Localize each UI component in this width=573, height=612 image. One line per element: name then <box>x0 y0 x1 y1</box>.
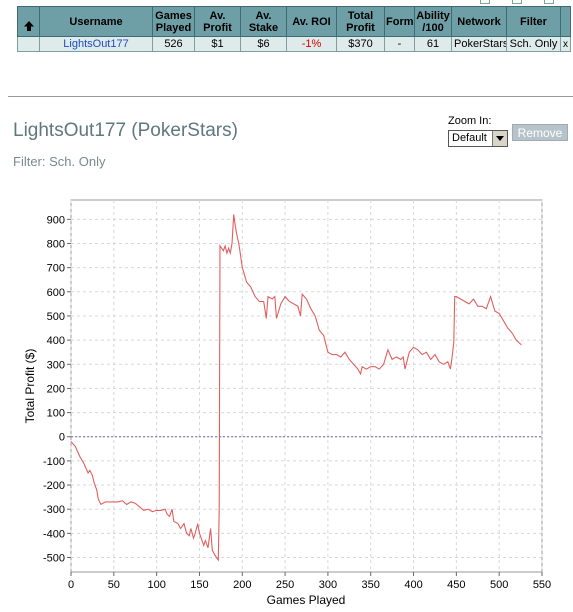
x-tick-label: 350 <box>362 579 380 591</box>
x-axis-label: Games Played <box>267 593 346 607</box>
plot-area <box>70 199 543 573</box>
cell-network: PokerStars <box>451 36 507 52</box>
table-row: LightsOut177 526 $1 $6 -1% $370 - 61 Pok… <box>17 36 571 52</box>
header-av-profit[interactable]: Av. Profit <box>194 6 241 37</box>
x-axis-ticks: 0 50 100 150 200 250 300 350 400 450 500 550 <box>68 572 551 591</box>
player-stats-table: Username Games Played Av. Profit Av. Sta… <box>17 6 571 52</box>
up-arrow-icon[interactable] <box>22 19 36 33</box>
x-tick-label: 550 <box>533 579 551 591</box>
print-icon[interactable] <box>512 0 522 4</box>
x-tick-label: 500 <box>490 579 508 591</box>
username-link[interactable]: LightsOut177 <box>39 36 153 52</box>
y-tick-label: 700 <box>47 263 65 275</box>
x-tick-label: 100 <box>147 579 165 591</box>
remove-button[interactable]: Remove <box>512 124 568 141</box>
total-profit-line <box>70 214 522 562</box>
header-games-played[interactable]: Games Played <box>152 6 195 37</box>
zoom-label: Zoom In: <box>448 115 492 127</box>
y-tick-label: 900 <box>47 214 65 226</box>
header-network[interactable]: Network <box>451 6 507 37</box>
y-tick-label: 200 <box>47 383 65 395</box>
header-username[interactable]: Username <box>39 6 153 37</box>
header-av-roi[interactable]: Av. ROI <box>286 6 337 37</box>
header-remove <box>560 6 571 37</box>
x-tick-label: 150 <box>190 579 208 591</box>
x-tick-label: 50 <box>108 579 120 591</box>
cell-games-played: 526 <box>152 36 195 52</box>
cell-form: - <box>384 36 415 52</box>
cell-av-roi: -1% <box>286 36 337 52</box>
row-select-cell <box>17 36 40 52</box>
filter-label: Filter: Sch. Only <box>13 154 106 169</box>
y-tick-label: 400 <box>47 335 65 347</box>
y-tick-label: 300 <box>47 359 65 371</box>
zoom-selected-value: Default <box>452 132 487 144</box>
y-axis-ticks: -500 -400 -300 -200 -100 0 100 200 300 400 500 600 7… <box>43 214 71 565</box>
header-total-profit[interactable]: Total Profit <box>336 6 385 37</box>
x-tick-label: 250 <box>276 579 294 591</box>
zoom-select[interactable]: Default <box>448 130 508 147</box>
y-tick-label: -300 <box>43 504 65 516</box>
header-ability[interactable]: Ability /100 <box>414 6 452 37</box>
x-tick-label: 450 <box>447 579 465 591</box>
table-header-row: Username Games Played Av. Profit Av. Sta… <box>17 6 571 37</box>
cell-av-stake: $6 <box>240 36 287 52</box>
x-tick-label: 300 <box>319 579 337 591</box>
header-filter[interactable]: Filter <box>506 6 561 37</box>
cell-total-profit: $370 <box>336 36 385 52</box>
y-tick-label: -200 <box>43 480 65 492</box>
x-tick-label: 0 <box>68 579 74 591</box>
header-av-stake[interactable]: Av. Stake <box>240 6 287 37</box>
section-divider <box>8 96 573 97</box>
cell-ability: 61 <box>414 36 452 52</box>
y-tick-label: 0 <box>59 432 65 444</box>
x-tick-label: 400 <box>404 579 422 591</box>
sort-column-header[interactable] <box>17 6 40 37</box>
y-tick-label: 600 <box>47 287 65 299</box>
cell-av-profit: $1 <box>194 36 241 52</box>
x-tick-label: 200 <box>233 579 251 591</box>
refresh-icon[interactable] <box>544 0 554 4</box>
series-line <box>70 214 522 562</box>
profit-chart: 0 50 100 150 200 250 300 350 400 450 500 550 -500 -4… <box>23 199 551 607</box>
y-tick-label: 100 <box>47 408 65 420</box>
export-icon[interactable] <box>480 0 490 4</box>
y-tick-label: -100 <box>43 456 65 468</box>
chart-title: LightsOut177 (PokerStars) <box>13 120 238 141</box>
chevron-down-icon[interactable] <box>492 131 507 146</box>
y-axis-label: Total Profit ($) <box>23 349 37 424</box>
toolbar-icons-strip <box>470 0 570 4</box>
cell-filter: Sch. Only <box>506 36 561 52</box>
y-tick-label: -400 <box>43 528 65 540</box>
header-form[interactable]: Form <box>384 6 415 37</box>
y-tick-label: 800 <box>47 238 65 250</box>
y-tick-label: 500 <box>47 311 65 323</box>
remove-row-button[interactable]: x <box>560 36 571 52</box>
y-tick-label: -500 <box>43 553 65 565</box>
